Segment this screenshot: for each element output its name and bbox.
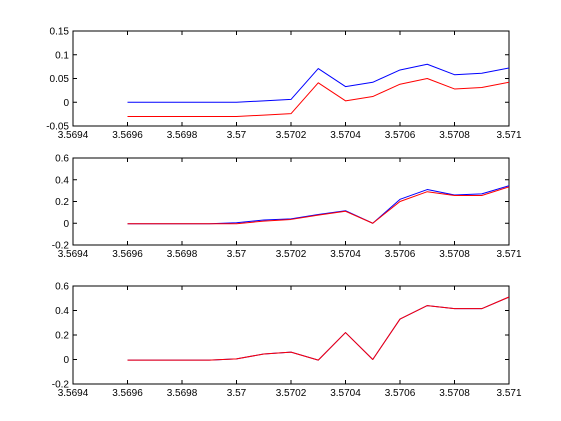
x-tick-label: 3.571 [496, 388, 521, 399]
y-tick-label: 0.05 [50, 74, 70, 85]
x-tick-label: 3.5694 [58, 388, 89, 399]
red-series-line [127, 78, 509, 117]
y-tick-label: 0.1 [55, 50, 69, 61]
y-tick-label: -0.2 [52, 380, 70, 391]
x-tick-label: 3.5708 [439, 130, 470, 141]
x-tick-label: 3.5706 [385, 249, 416, 260]
y-tick-label: 0.6 [55, 282, 69, 293]
x-tick-label: 3.5708 [439, 388, 470, 399]
x-tick-label: 3.57 [227, 388, 247, 399]
x-tick-label: 3.5704 [330, 249, 361, 260]
x-tick-label: 3.5698 [167, 388, 198, 399]
x-tick-label: 3.5704 [330, 388, 361, 399]
x-tick-label: 3.571 [496, 130, 521, 141]
x-tick-label: 3.5694 [58, 130, 89, 141]
y-tick-label: -0.05 [46, 122, 69, 133]
red-series-line [127, 296, 509, 361]
subplot-3: 3.5694 3.5696 3.5698 3.57 3.5702 3.5704 3.5706… [52, 282, 522, 400]
x-tick-label: 3.5702 [276, 130, 307, 141]
x-tick-label: 3.57 [227, 130, 247, 141]
y-tick-label: -0.2 [52, 241, 70, 252]
x-tick-label: 3.5696 [112, 388, 143, 399]
y-tick-label: 0.2 [55, 331, 69, 342]
subplot-1: 3.5694 3.5696 3.5698 3.57 3.5702 3.5704 3.5706… [46, 27, 522, 142]
x-tick-label: 3.5694 [58, 249, 89, 260]
x-tick-label: 3.5698 [167, 130, 198, 141]
y-tick-label: 0 [63, 98, 69, 109]
x-tick-label: 3.571 [496, 249, 521, 260]
y-tick-label: 0 [63, 355, 69, 366]
red-series-line [127, 186, 509, 225]
axes-box [72, 285, 510, 385]
x-tick-label: 3.5696 [112, 249, 143, 260]
x-tick-label: 3.5708 [439, 249, 470, 260]
y-tick-label: 0 [63, 219, 69, 230]
axes-box [72, 30, 510, 127]
x-tick-label: 3.5704 [330, 130, 361, 141]
subplot-2: 3.5694 3.5696 3.5698 3.57 3.5702 3.5704 3.5706… [52, 154, 522, 261]
x-tick-label: 3.5702 [276, 249, 307, 260]
blue-series-line [127, 63, 509, 103]
y-tick-label: 0.4 [55, 306, 69, 317]
y-tick-label: 0.4 [55, 175, 69, 186]
x-tick-label: 3.5698 [167, 249, 198, 260]
x-tick-label: 3.57 [227, 249, 247, 260]
x-tick-label: 3.5702 [276, 388, 307, 399]
y-tick-label: 0.15 [50, 27, 70, 38]
x-tick-label: 3.5706 [385, 388, 416, 399]
x-tick-label: 3.5706 [385, 130, 416, 141]
axes-box [72, 157, 510, 246]
x-tick-label: 3.5696 [112, 130, 143, 141]
y-tick-label: 0.2 [55, 197, 69, 208]
y-tick-label: 0.6 [55, 154, 69, 165]
